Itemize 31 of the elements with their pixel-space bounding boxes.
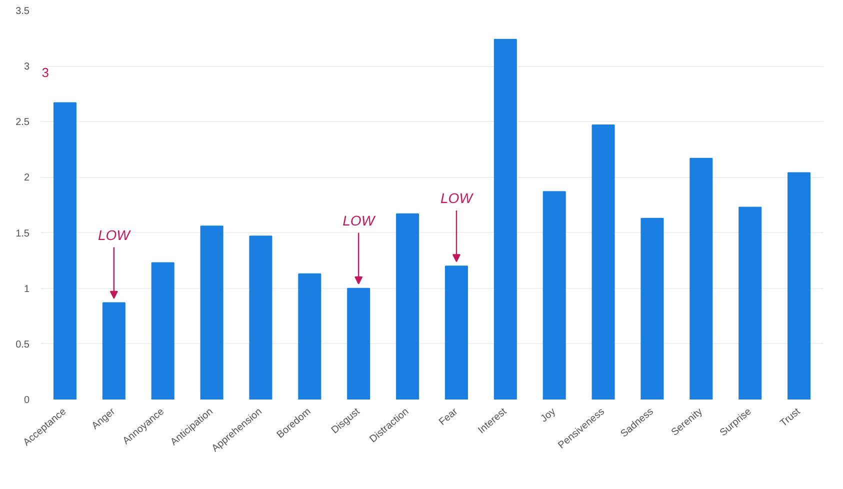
bar: [494, 38, 517, 400]
bar: [102, 302, 126, 400]
y-tick-label: 2: [24, 172, 30, 184]
bar: [200, 226, 224, 400]
bar: [690, 158, 713, 400]
y-tick-label: 2.5: [16, 117, 30, 128]
x-tick-label: Fear: [437, 406, 461, 428]
y-tick-label: 3.5: [16, 6, 30, 17]
bar: [396, 213, 420, 400]
y-tick-label: 0.5: [16, 339, 30, 350]
bar: [542, 191, 566, 400]
annotation: LOW: [440, 190, 474, 206]
bar: [788, 172, 811, 400]
bar: [738, 206, 762, 400]
annotation: LOW: [342, 212, 376, 228]
y-tick-label: 1: [24, 284, 30, 295]
x-tick-label: Joy: [538, 406, 558, 425]
y-tick-label: 3: [24, 62, 30, 73]
bar: [592, 124, 615, 400]
bar: [151, 262, 174, 400]
annotation: 3: [42, 65, 50, 80]
bar: [640, 218, 664, 400]
annotation: LOW: [98, 226, 132, 243]
bar: [298, 273, 322, 400]
bar: [347, 288, 370, 400]
bar: [249, 236, 272, 400]
bar: [444, 266, 468, 400]
y-tick-label: 0: [24, 395, 30, 406]
y-tick-label: 1.5: [16, 228, 30, 240]
bar: [53, 102, 76, 400]
x-tick-label: Trust: [778, 406, 803, 430]
